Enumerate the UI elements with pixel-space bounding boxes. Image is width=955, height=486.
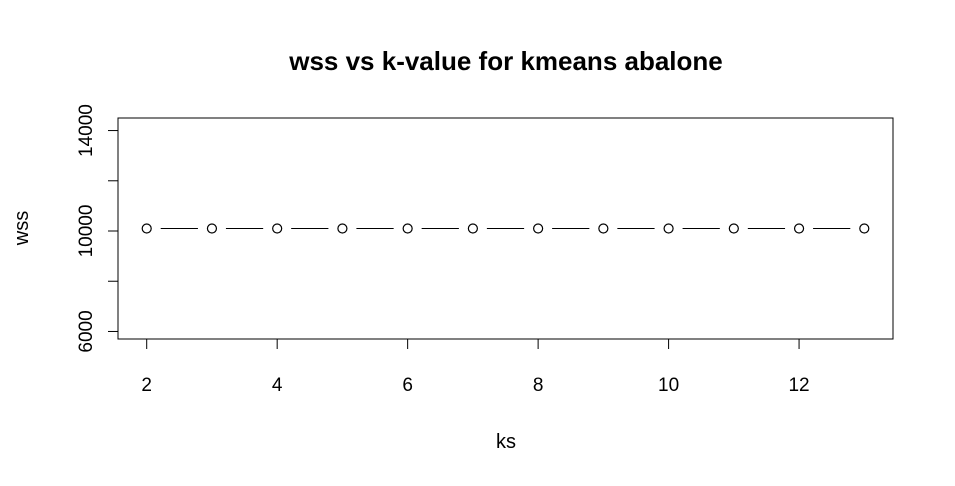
x-tick-label: 4 [272,375,283,396]
data-point [206,223,218,234]
data-point [663,223,674,234]
data-point [272,223,283,234]
series-line [141,223,870,234]
data-point [728,223,739,234]
x-tick-label: 8 [533,375,544,396]
y-tick-label: 10000 [76,205,97,258]
chart-title: wss vs k-value for kmeans abalone [288,46,723,76]
y-tick-label: 6000 [76,310,97,352]
x-tick-label: 10 [658,375,679,396]
data-point [793,223,805,234]
x-tick-label: 2 [141,375,152,396]
x-axis: 2 4 6 8 10 12 [141,338,810,396]
data-point [533,223,544,234]
x-axis-label: ks [496,431,516,453]
y-axis-label: wss [11,211,33,246]
data-point [402,223,413,234]
x-tick-label: 12 [788,375,809,396]
data-point [859,223,870,234]
data-point [337,223,348,234]
y-tick-label: 14000 [76,104,97,157]
data-point [141,223,152,234]
data-point [467,223,478,234]
x-tick-label: 6 [402,375,413,396]
data-point [598,223,609,234]
y-axis: 6000 10000 14000 [76,104,119,353]
